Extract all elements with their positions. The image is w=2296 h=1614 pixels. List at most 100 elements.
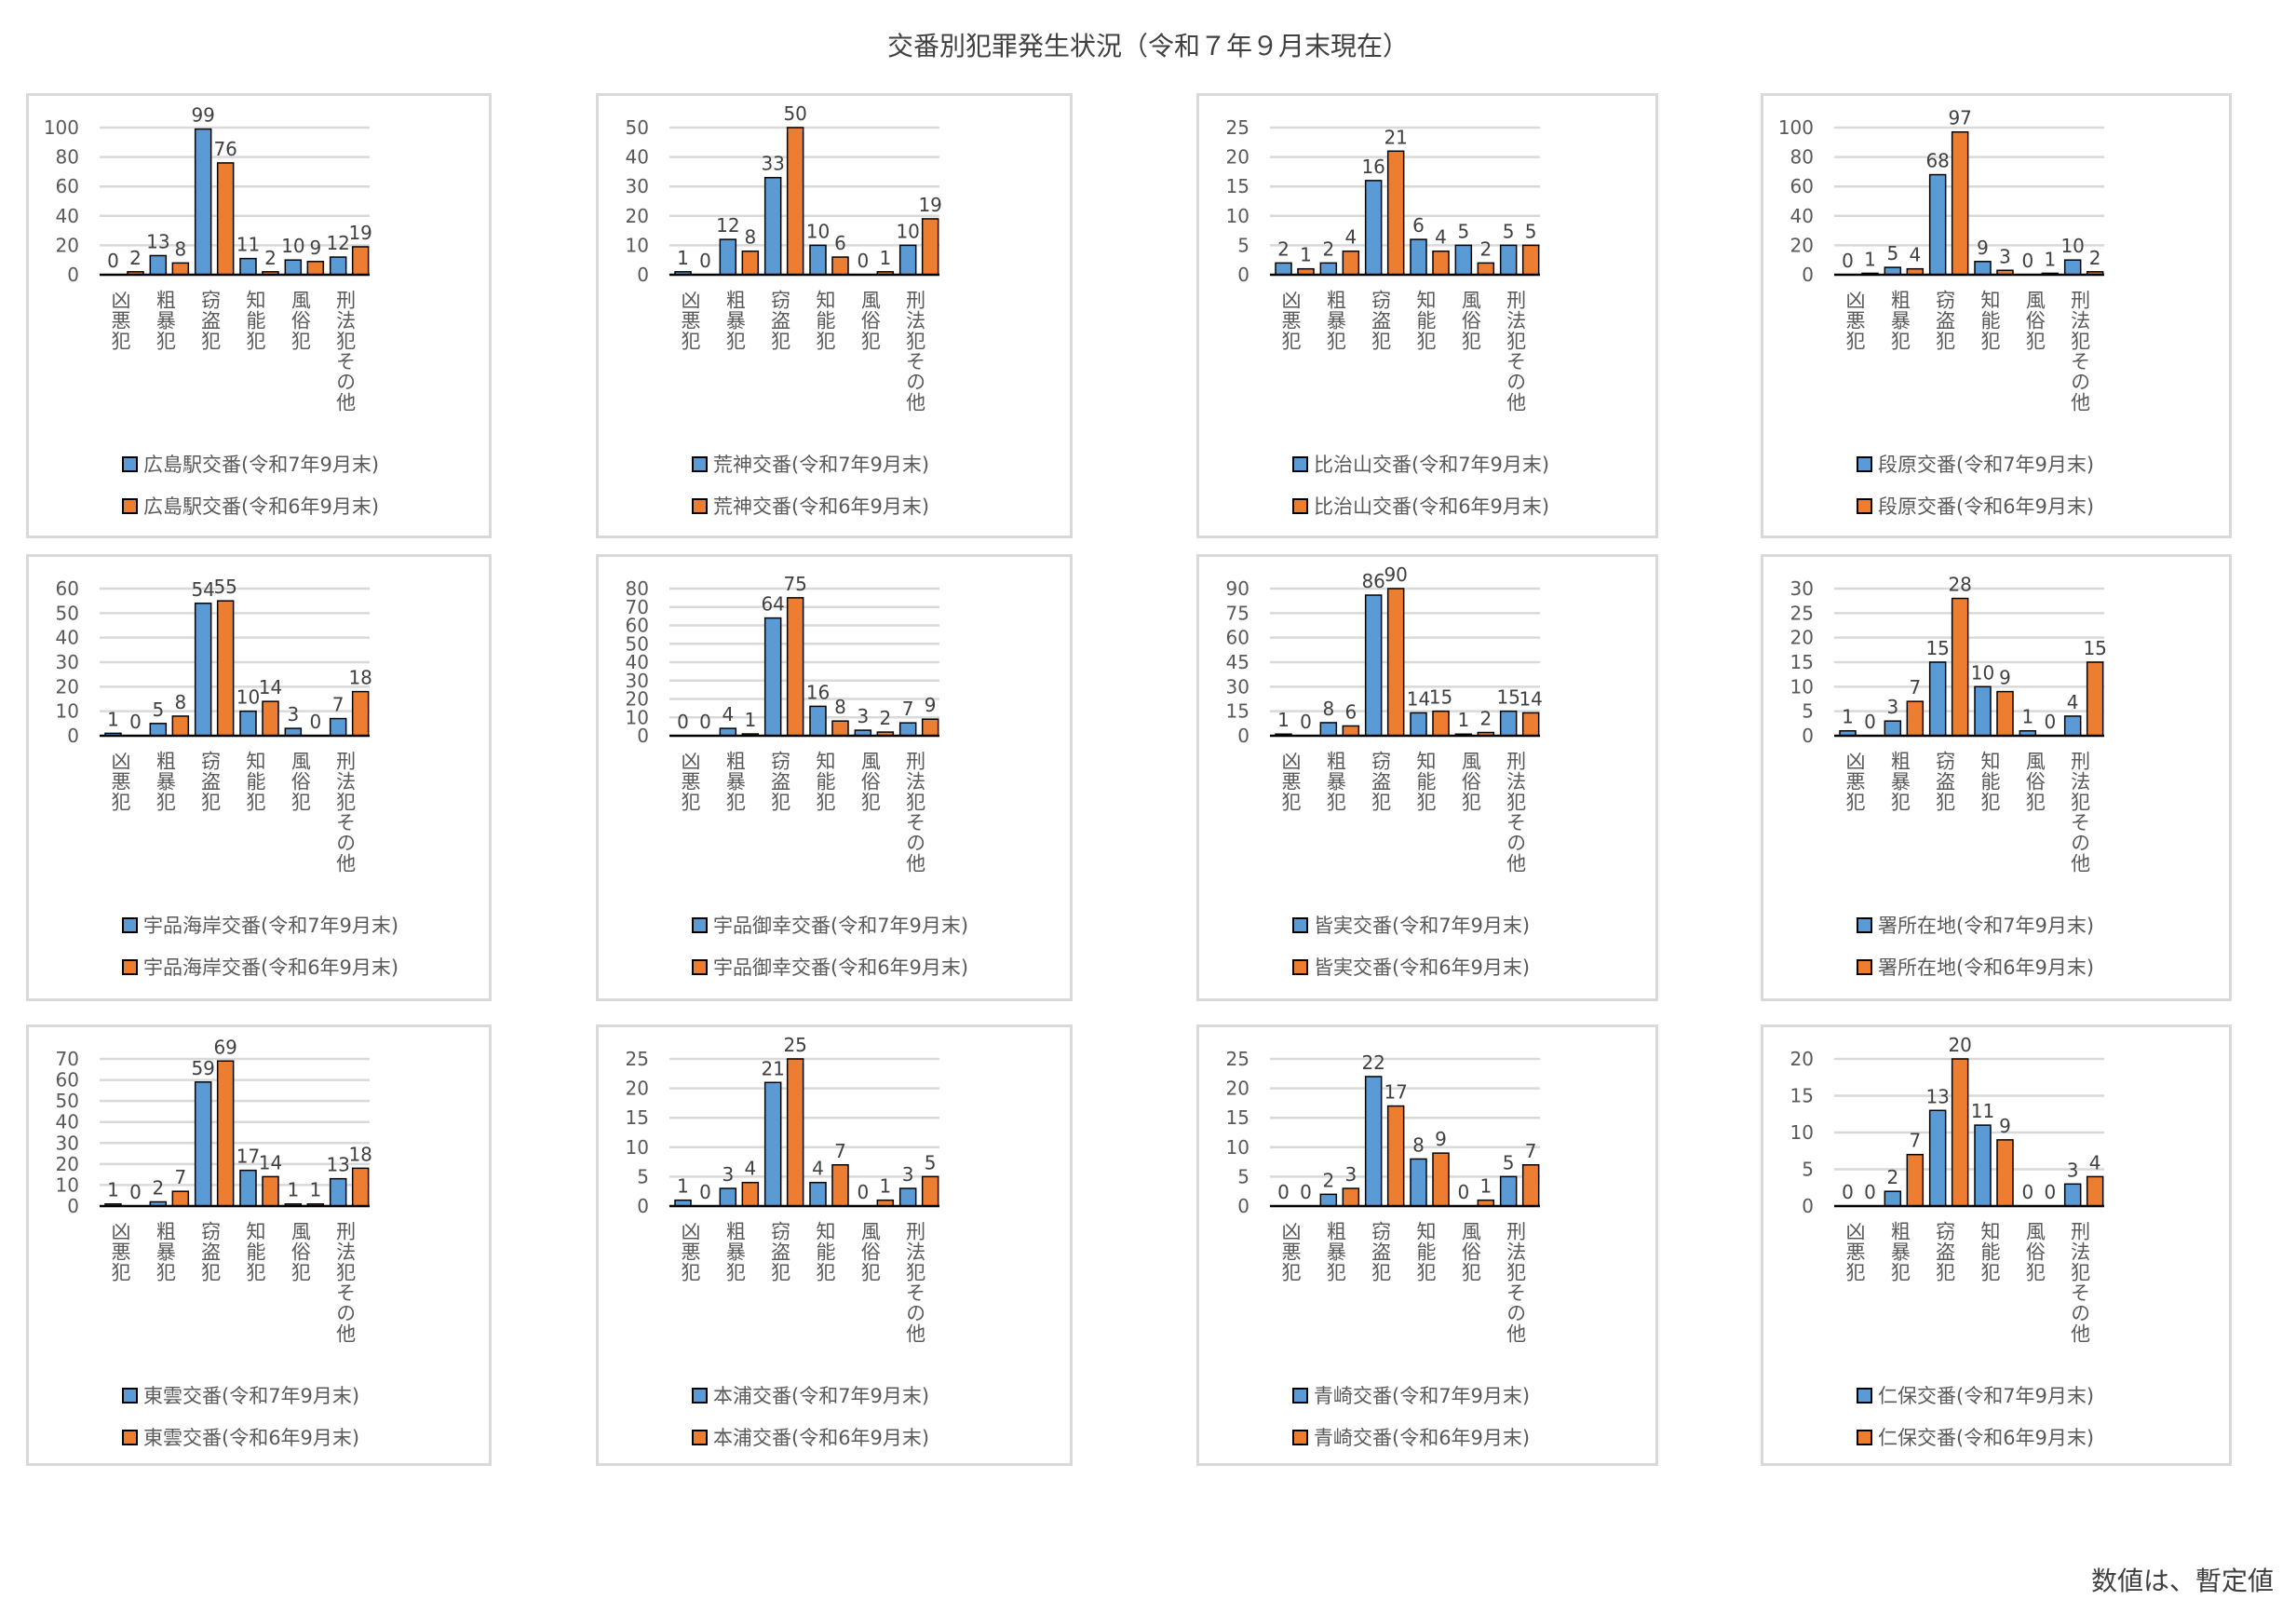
y-tick-label: 50: [56, 602, 79, 624]
y-tick-label: 10: [1790, 675, 1814, 698]
bar-current-year: [1364, 180, 1383, 276]
bar-current-year: [719, 1187, 737, 1207]
x-category-label: 粗暴犯: [1324, 1221, 1347, 1282]
data-label: 15: [1925, 637, 1949, 659]
x-category-label: 風俗犯: [289, 1221, 312, 1282]
data-label: 10: [236, 686, 260, 709]
data-label: 15: [1429, 686, 1452, 709]
bar-current-year: [809, 1181, 827, 1207]
data-label: 97: [1948, 107, 1971, 129]
y-tick-label: 40: [56, 205, 79, 227]
legend-label: 比治山交番(令和6年9月末): [1314, 495, 1550, 518]
y-tick-label: 10: [626, 1136, 649, 1159]
chart-panel: 0 10 20 30 40 50 60 70 80 0 0 4 1 64 75 16 8 3 2 7 9 凶悪犯 粗暴犯 窃盗…: [596, 554, 1073, 1001]
y-tick-label: 10: [626, 234, 649, 256]
x-category-label: 刑法犯その他: [1504, 751, 1527, 874]
y-tick-label: 5: [1237, 1165, 1249, 1187]
legend-item: 宇品御幸交番(令和7年9月末): [692, 911, 968, 939]
chart-panel: 0 5 10 15 20 25 30 1 0 3 7 15 28 10 9 1 0 4 15 凶悪犯 粗暴犯 窃盗犯 知能犯…: [1761, 554, 2232, 1001]
y-tick-label: 50: [56, 1090, 79, 1112]
y-tick-label: 0: [67, 1195, 79, 1217]
legend-swatch: [122, 916, 138, 933]
data-label: 12: [326, 232, 349, 254]
y-tick-label: 0: [1237, 264, 1249, 286]
data-label: 6: [1412, 214, 1425, 237]
y-tick-label: 20: [56, 675, 79, 698]
legend-item: 本浦交番(令和6年9月末): [692, 1423, 929, 1451]
data-label: 10: [806, 220, 830, 242]
data-label: 3: [1344, 1163, 1357, 1186]
x-category-label: 凶悪犯: [109, 751, 131, 812]
bar-current-year: [809, 705, 827, 737]
y-tick-label: 30: [626, 670, 649, 692]
bar-previous-year: [351, 1167, 370, 1207]
y-tick-label: 0: [1802, 725, 1814, 747]
legend-label: 仁保交番(令和6年9月末): [1878, 1427, 2095, 1449]
x-category-label: 知能犯: [814, 290, 836, 351]
legend-item: 段原交番(令和6年9月末): [1857, 492, 2094, 520]
data-label: 50: [783, 102, 806, 125]
data-label: 3: [2067, 1159, 2079, 1181]
bar-previous-year: [1951, 130, 1969, 276]
bar-previous-year: [351, 246, 370, 276]
data-label: 3: [722, 1163, 734, 1186]
bar-previous-year: [171, 1190, 190, 1207]
data-label: 1: [1277, 709, 1290, 731]
legend-swatch: [1292, 958, 1308, 975]
x-category-label: 知能犯: [1414, 751, 1437, 812]
data-label: 5: [925, 1151, 937, 1173]
provisional-note: 数値は、暫定値: [2090, 1566, 2274, 1596]
bar-current-year: [2063, 1183, 2082, 1207]
data-label: 22: [1361, 1051, 1384, 1074]
legend-item: 宇品海岸交番(令和7年9月末): [122, 911, 398, 939]
y-tick-label: 10: [56, 700, 79, 723]
data-label: 2: [1277, 237, 1290, 260]
data-label: 0: [129, 1181, 142, 1203]
bar-previous-year: [741, 1181, 760, 1207]
data-label: 0: [677, 711, 689, 733]
legend-swatch: [1292, 1429, 1308, 1445]
data-label: 4: [722, 703, 734, 726]
x-category-label: 凶悪犯: [1279, 290, 1302, 351]
chart-panel: 0 5 10 15 20 25 1 0 3 4 21 25 4 7 0 1 3 5 凶悪犯 粗暴犯 窃盗犯 知能犯 風俗犯刑…: [596, 1024, 1073, 1466]
x-category-label: 窃盗犯: [768, 290, 791, 351]
bar-current-year: [1884, 1190, 1902, 1207]
data-label: 55: [213, 576, 236, 598]
data-label: 9: [925, 694, 937, 716]
legend-swatch: [1857, 1387, 1872, 1404]
y-tick-label: 30: [626, 175, 649, 197]
data-label: 1: [677, 247, 689, 269]
bar-current-year: [2063, 715, 2082, 737]
x-category-label: 刑法犯その他: [1504, 1221, 1527, 1344]
y-tick-label: 0: [1802, 264, 1814, 286]
data-label: 4: [1435, 226, 1447, 249]
x-category-label: 粗暴犯: [154, 751, 177, 812]
data-label: 33: [761, 153, 784, 175]
data-label: 0: [699, 250, 711, 272]
data-label: 20: [1948, 1034, 1971, 1056]
y-tick-label: 75: [1226, 602, 1249, 624]
legend-swatch: [692, 455, 708, 472]
y-tick-label: 0: [1237, 725, 1249, 747]
bar-current-year: [1410, 238, 1427, 276]
bar-current-year: [194, 1081, 212, 1207]
chart-panel: 0 10 20 30 40 50 1 0 12 8 33 50 10 6 0 1 10 19 凶悪犯 粗暴犯 窃盗犯 知能…: [596, 93, 1073, 538]
bar-current-year: [1275, 262, 1292, 276]
x-category-label: 知能犯: [1414, 1221, 1437, 1282]
data-label: 9: [1977, 237, 1989, 259]
y-tick-label: 25: [626, 1048, 649, 1070]
legend-swatch: [692, 497, 708, 514]
x-category-label: 窃盗犯: [768, 751, 791, 812]
x-category-label: 風俗犯: [1459, 1221, 1482, 1282]
x-category-label: 刑法犯その他: [903, 290, 926, 413]
bar-previous-year: [1521, 244, 1540, 276]
bar-previous-year: [741, 250, 760, 276]
y-tick-label: 0: [67, 264, 79, 286]
y-tick-label: 40: [626, 651, 649, 673]
